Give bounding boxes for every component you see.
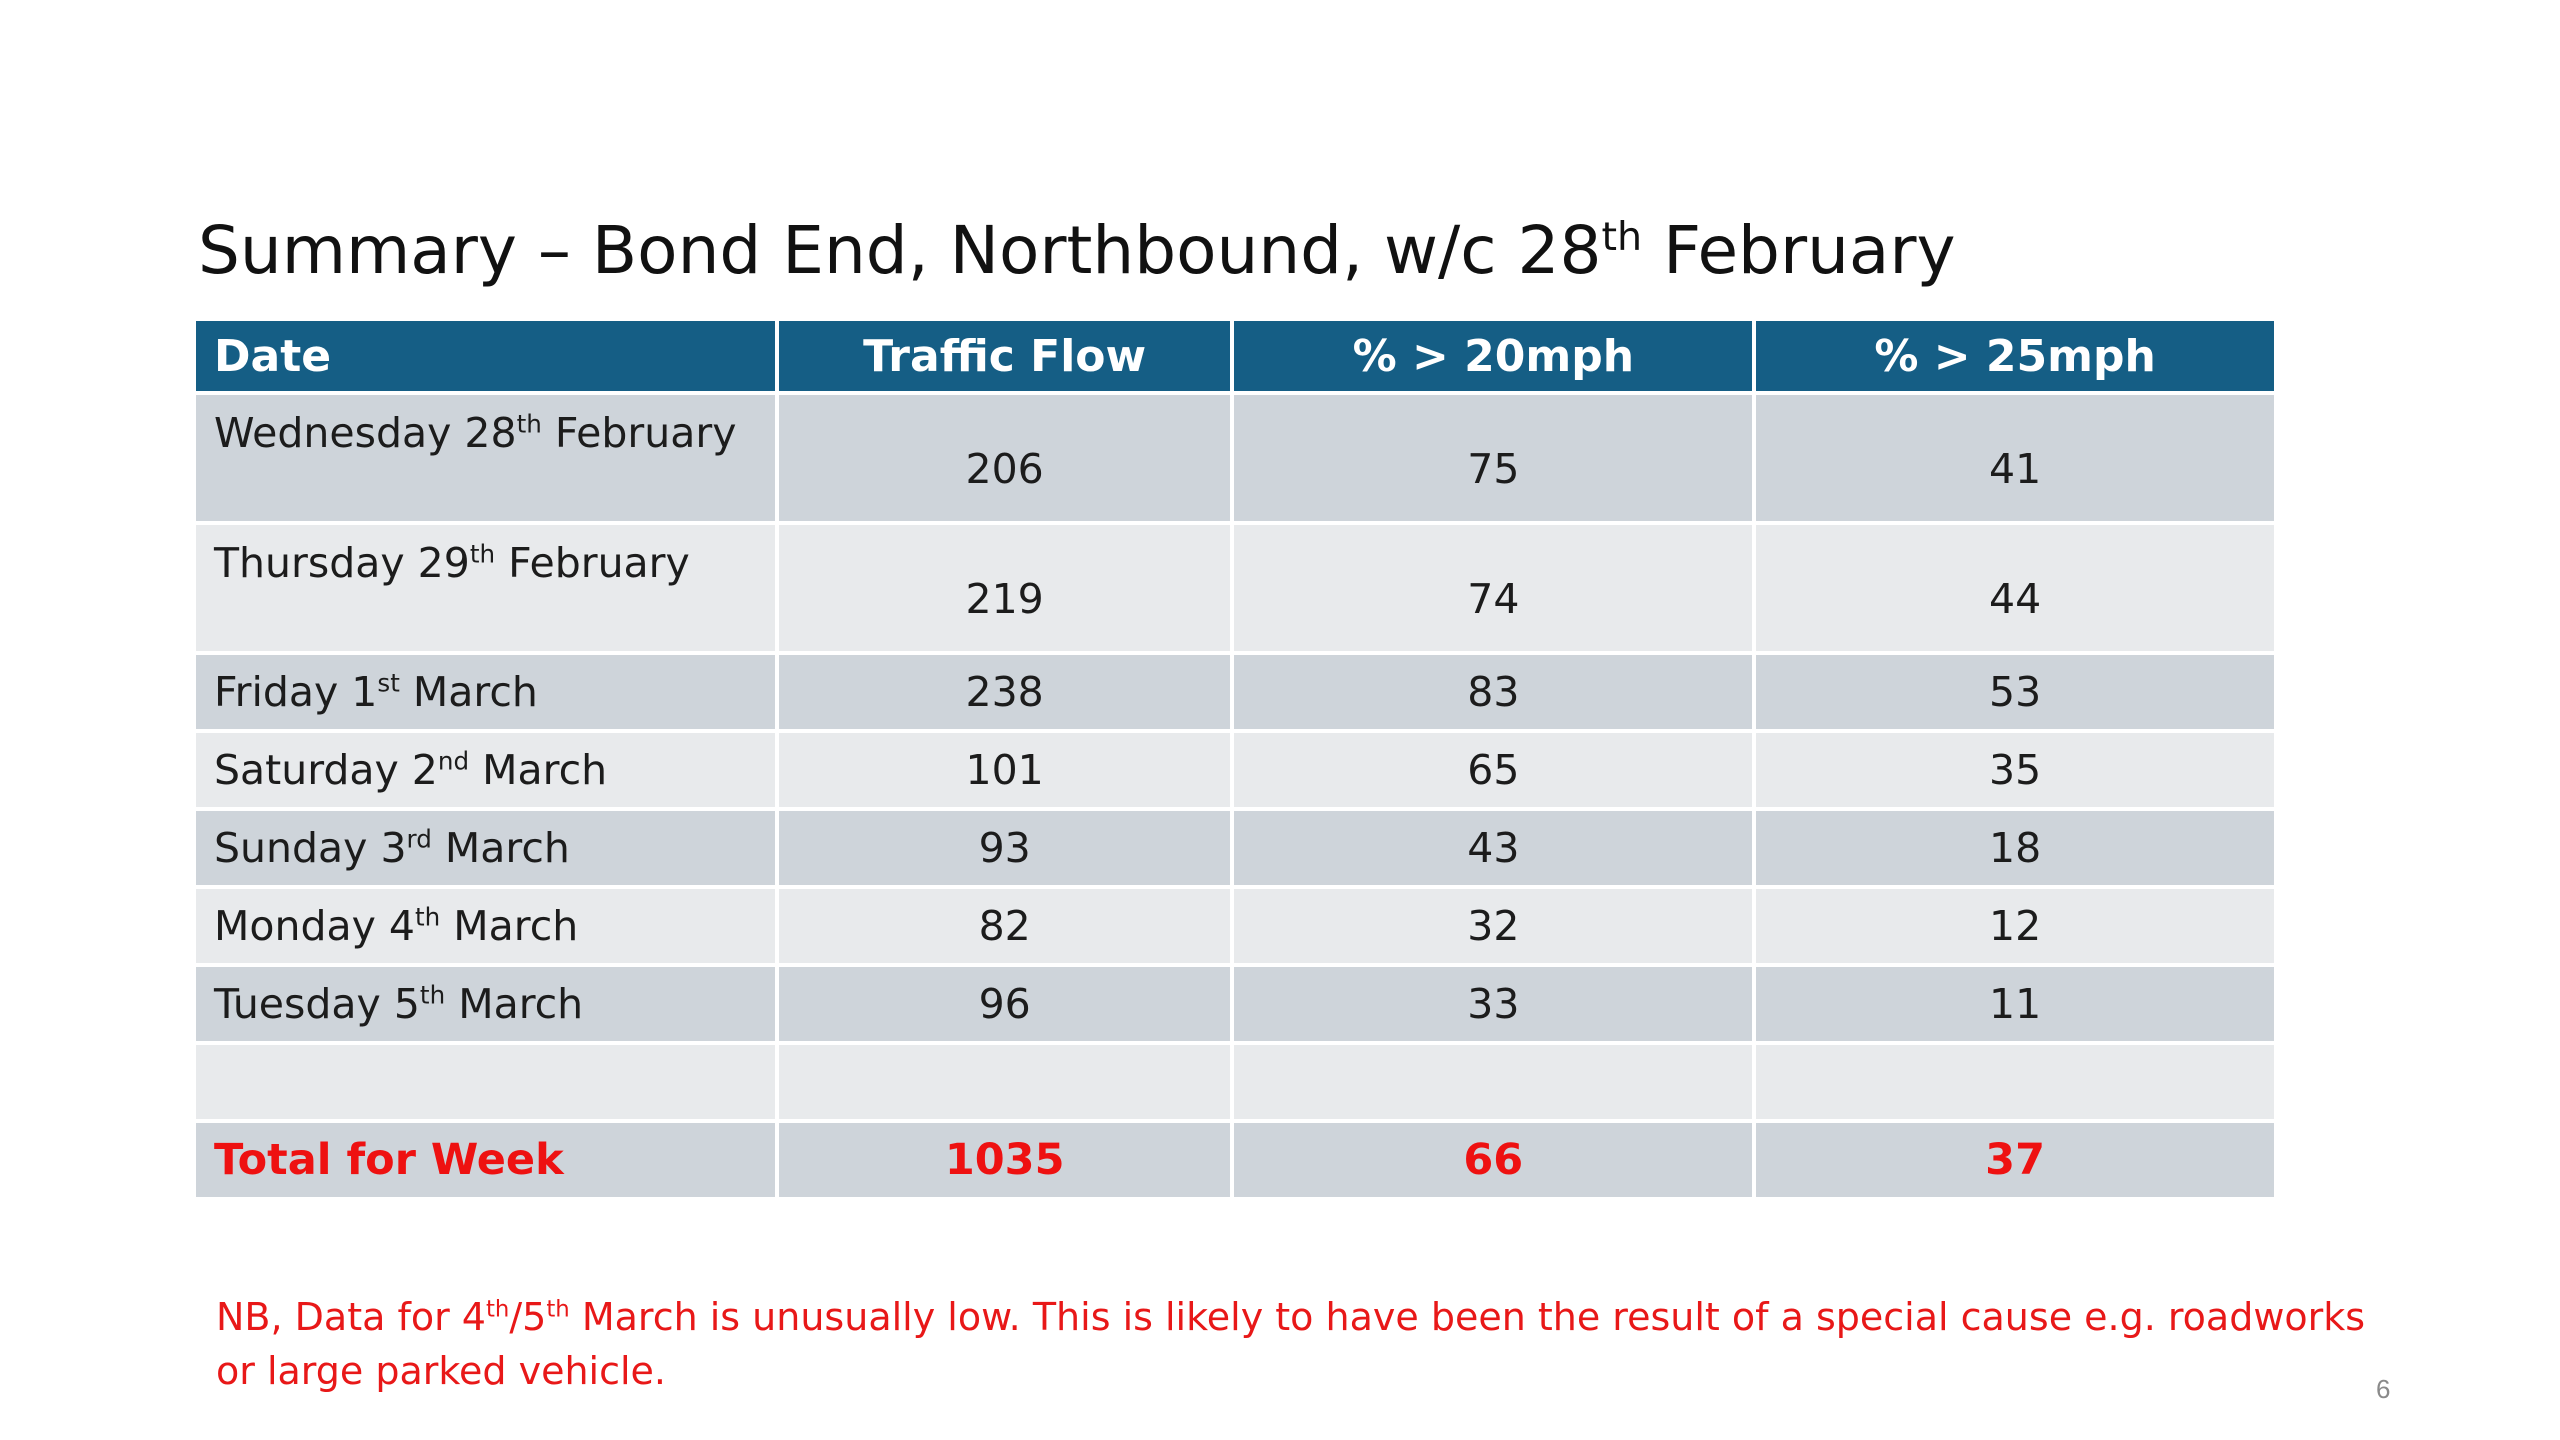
traffic-flow-cell: 219 xyxy=(778,525,1231,651)
pct-over-25mph-cell: 12 xyxy=(1756,889,2274,963)
slide-title: Summary – Bond End, Northbound, w/c 28th… xyxy=(198,212,1956,289)
traffic-flow-cell: 82 xyxy=(778,889,1231,963)
empty-cell xyxy=(1756,1045,2274,1119)
date-ordinal: th xyxy=(469,539,496,569)
footnote-text: /5 xyxy=(509,1295,547,1339)
pct-over-25mph-cell: 44 xyxy=(1756,525,2274,651)
date-day: Friday 1 xyxy=(214,668,378,716)
total-label: Total for Week xyxy=(196,1123,775,1197)
date-month: March xyxy=(469,746,608,794)
date-day: Monday 4 xyxy=(214,902,415,950)
pct-over-25mph-cell: 35 xyxy=(1756,733,2274,807)
date-day: Tuesday 5 xyxy=(214,980,420,1028)
table-row: Monday 4th March 82 32 12 xyxy=(196,889,2274,963)
pct-over-25mph-cell: 18 xyxy=(1756,811,2274,885)
title-text-end: February xyxy=(1642,212,1956,290)
date-ordinal: th xyxy=(516,409,542,439)
table-header-row: Date Traffic Flow % > 20mph % > 25mph xyxy=(196,321,2274,391)
date-ordinal: th xyxy=(419,980,446,1010)
traffic-flow-cell: 238 xyxy=(778,655,1231,729)
date-ordinal: th xyxy=(414,902,441,932)
date-day: Wednesday 28 xyxy=(214,409,517,457)
date-ordinal: nd xyxy=(437,746,470,776)
date-cell: Saturday 2nd March xyxy=(196,733,775,807)
date-cell: Wednesday 28th February xyxy=(196,395,775,521)
total-pct-over-20mph: 66 xyxy=(1234,1123,1753,1197)
footnote: NB, Data for 4th/5th March is unusually … xyxy=(216,1290,2416,1398)
title-text: Summary – Bond End, Northbound, w/c 28 xyxy=(198,212,1602,290)
total-row: Total for Week 1035 66 37 xyxy=(196,1123,2274,1197)
date-month: March xyxy=(445,980,584,1028)
date-month: March xyxy=(431,824,570,872)
date-month: February xyxy=(541,409,737,457)
traffic-flow-cell: 206 xyxy=(778,395,1231,521)
total-traffic-flow: 1035 xyxy=(778,1123,1231,1197)
traffic-flow-cell: 101 xyxy=(778,733,1231,807)
table-row: Tuesday 5th March 96 33 11 xyxy=(196,967,2274,1041)
table-row: Sunday 3rd March 93 43 18 xyxy=(196,811,2274,885)
header-pct-over-20mph: % > 20mph xyxy=(1234,321,1753,391)
table-row: Wednesday 28th February 206 75 41 xyxy=(196,395,2274,521)
pct-over-20mph-cell: 43 xyxy=(1234,811,1753,885)
footnote-text: NB, Data for 4 xyxy=(216,1295,486,1339)
footnote-ordinal: th xyxy=(546,1296,570,1323)
title-superscript: th xyxy=(1601,214,1643,261)
pct-over-20mph-cell: 75 xyxy=(1234,395,1753,521)
date-ordinal: rd xyxy=(406,824,432,854)
pct-over-25mph-cell: 41 xyxy=(1756,395,2274,521)
footnote-ordinal: th xyxy=(485,1296,510,1323)
date-day: Saturday 2 xyxy=(214,746,438,794)
table-row: Saturday 2nd March 101 65 35 xyxy=(196,733,2274,807)
pct-over-20mph-cell: 65 xyxy=(1234,733,1753,807)
page-number: 6 xyxy=(2376,1374,2391,1404)
pct-over-20mph-cell: 33 xyxy=(1234,967,1753,1041)
date-cell: Thursday 29th February xyxy=(196,525,775,651)
empty-cell xyxy=(778,1045,1231,1119)
table-row: Thursday 29th February 219 74 44 xyxy=(196,525,2274,651)
date-cell: Monday 4th March xyxy=(196,889,775,963)
date-day: Sunday 3 xyxy=(214,824,407,872)
date-month: March xyxy=(399,668,538,716)
header-traffic-flow: Traffic Flow xyxy=(778,321,1231,391)
empty-row xyxy=(196,1045,2274,1119)
empty-cell xyxy=(196,1045,775,1119)
pct-over-20mph-cell: 32 xyxy=(1234,889,1753,963)
pct-over-25mph-cell: 11 xyxy=(1756,967,2274,1041)
empty-cell xyxy=(1234,1045,1753,1119)
total-pct-over-25mph: 37 xyxy=(1756,1123,2274,1197)
date-cell: Friday 1st March xyxy=(196,655,775,729)
traffic-summary-table: Date Traffic Flow % > 20mph % > 25mph We… xyxy=(192,317,2278,1201)
pct-over-20mph-cell: 74 xyxy=(1234,525,1753,651)
date-month: March xyxy=(440,902,579,950)
header-date: Date xyxy=(196,321,775,391)
date-month: February xyxy=(495,539,690,587)
date-day: Thursday 29 xyxy=(214,539,470,587)
date-cell: Sunday 3rd March xyxy=(196,811,775,885)
footnote-text: March is unusually low. This is likely t… xyxy=(216,1295,2366,1393)
traffic-flow-cell: 96 xyxy=(778,967,1231,1041)
traffic-flow-cell: 93 xyxy=(778,811,1231,885)
header-pct-over-25mph: % > 25mph xyxy=(1756,321,2274,391)
pct-over-25mph-cell: 53 xyxy=(1756,655,2274,729)
pct-over-20mph-cell: 83 xyxy=(1234,655,1753,729)
table-row: Friday 1st March 238 83 53 xyxy=(196,655,2274,729)
date-ordinal: st xyxy=(377,668,400,698)
date-cell: Tuesday 5th March xyxy=(196,967,775,1041)
